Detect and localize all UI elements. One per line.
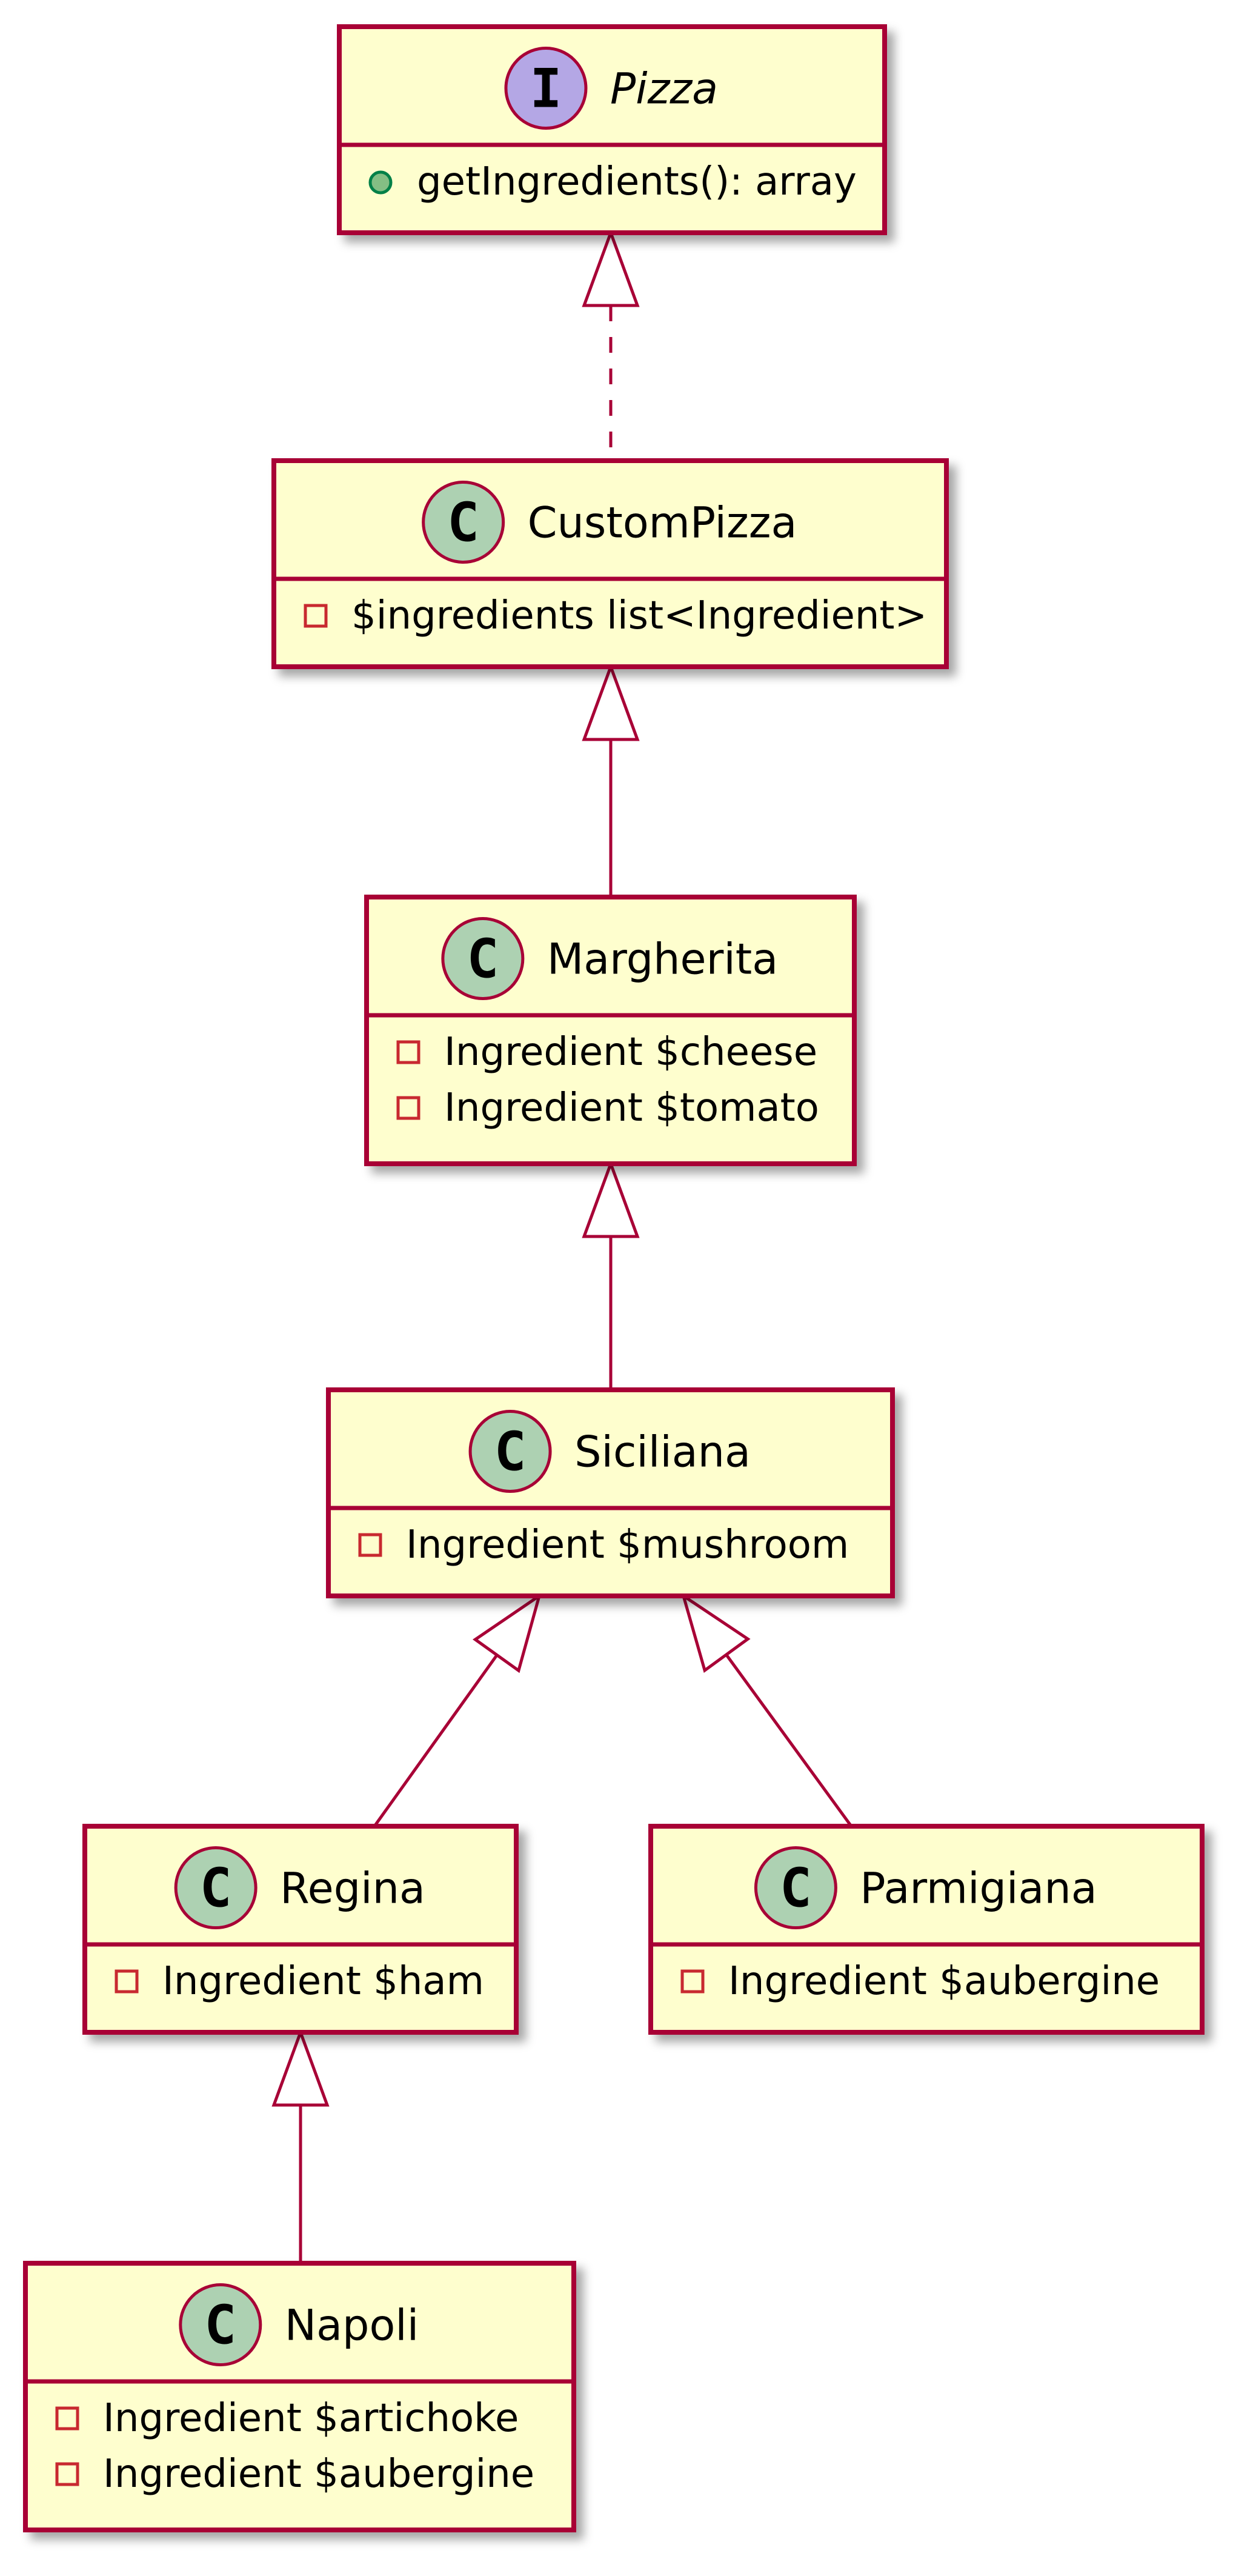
class-box-frame [337, 24, 887, 235]
class-name: Pizza [610, 64, 718, 114]
class-box-frame [82, 1824, 519, 2035]
class-badge-icon [179, 2283, 262, 2366]
inheritance-arrowhead [582, 228, 640, 307]
class-box-margherita[interactable]: C Margherita Ingredient $cheese Ingredient … [364, 895, 857, 1166]
badge-letter: C [494, 1421, 527, 1483]
class-member: Ingredient $ham [162, 1959, 484, 2004]
class-badge-icon [174, 1846, 258, 1929]
relation-napoli-to-regina [271, 2027, 330, 2263]
private-visibility-icon [680, 1969, 705, 1994]
class-member: Ingredient $aubergine [103, 2452, 534, 2497]
classes-layer: I Pizza getIngredients(): array C CustomPizz… [23, 24, 1205, 2532]
class-box-siciliana[interactable]: C Siciliana Ingredient $mushroom [326, 1387, 895, 1598]
class-name: Regina [280, 1864, 425, 1914]
badge-letter: C [200, 1857, 232, 1920]
class-name: Napoli [285, 2301, 419, 2351]
class-box-pizza[interactable]: I Pizza getIngredients(): array [337, 24, 887, 235]
inheritance-arrowhead [582, 662, 640, 741]
relations-layer [271, 228, 853, 2263]
private-visibility-icon [304, 604, 328, 628]
badge-letter: C [447, 492, 479, 554]
private-visibility-icon [396, 1040, 420, 1064]
inheritance-arrowhead [582, 1159, 640, 1238]
class-badge-icon [422, 481, 505, 564]
class-member: Ingredient $tomato [444, 1086, 819, 1130]
class-box-frame [648, 1824, 1205, 2035]
private-visibility-icon [396, 1096, 420, 1120]
private-visibility-icon [55, 2462, 79, 2486]
class-box-parmigiana[interactable]: C Parmigiana Ingredient $aubergine [648, 1824, 1205, 2035]
class-badge-icon [441, 917, 525, 1000]
relation-custompizza-to-pizza [582, 228, 640, 461]
private-visibility-icon [358, 1533, 382, 1557]
inheritance-arrowhead [271, 2027, 330, 2107]
class-box-frame [326, 1387, 895, 1598]
badge-letter: I [530, 58, 562, 120]
class-box-frame [364, 895, 857, 1166]
class-member: Ingredient $aubergine [728, 1959, 1160, 2004]
badge-letter: C [204, 2294, 236, 2357]
class-box-regina[interactable]: C Regina Ingredient $ham [82, 1824, 519, 2035]
class-member: Ingredient $mushroom [406, 1523, 849, 1567]
private-visibility-icon [55, 2406, 79, 2431]
class-member: getIngredients(): array [417, 159, 857, 204]
class-box-frame [23, 2261, 576, 2532]
class-box-frame [271, 458, 949, 669]
relation-parmigiana-to-siciliana [680, 1592, 853, 1827]
class-box-napoli[interactable]: C Napoli Ingredient $artichoke Ingredient $… [23, 2261, 576, 2532]
badge-letter: C [780, 1857, 812, 1920]
relation-margherita-to-custompizza [582, 662, 640, 897]
class-member: Ingredient $cheese [444, 1030, 817, 1075]
class-member: $ingredients list<Ingredient> [351, 593, 927, 638]
public-visibility-icon [368, 170, 393, 195]
inheritance-arrowhead [680, 1592, 751, 1673]
class-box-custompizza[interactable]: C CustomPizza $ingredients list<Ingredient… [271, 458, 949, 669]
class-member: Ingredient $artichoke [103, 2396, 519, 2441]
class-name: Margherita [547, 935, 778, 984]
class-badge-icon [754, 1846, 837, 1929]
interface-badge-icon [504, 47, 588, 130]
class-name: Parmigiana [860, 1864, 1097, 1914]
private-visibility-icon [115, 1969, 139, 1994]
class-badge-icon [468, 1410, 552, 1493]
badge-letter: C [467, 928, 499, 990]
generalization-line [725, 1653, 853, 1827]
inheritance-arrowhead [473, 1592, 542, 1673]
relation-regina-to-siciliana [373, 1592, 542, 1827]
generalization-line [373, 1654, 499, 1827]
class-name: CustomPizza [528, 498, 797, 548]
class-name: Siciliana [574, 1427, 751, 1477]
relation-siciliana-to-margherita [582, 1159, 640, 1390]
